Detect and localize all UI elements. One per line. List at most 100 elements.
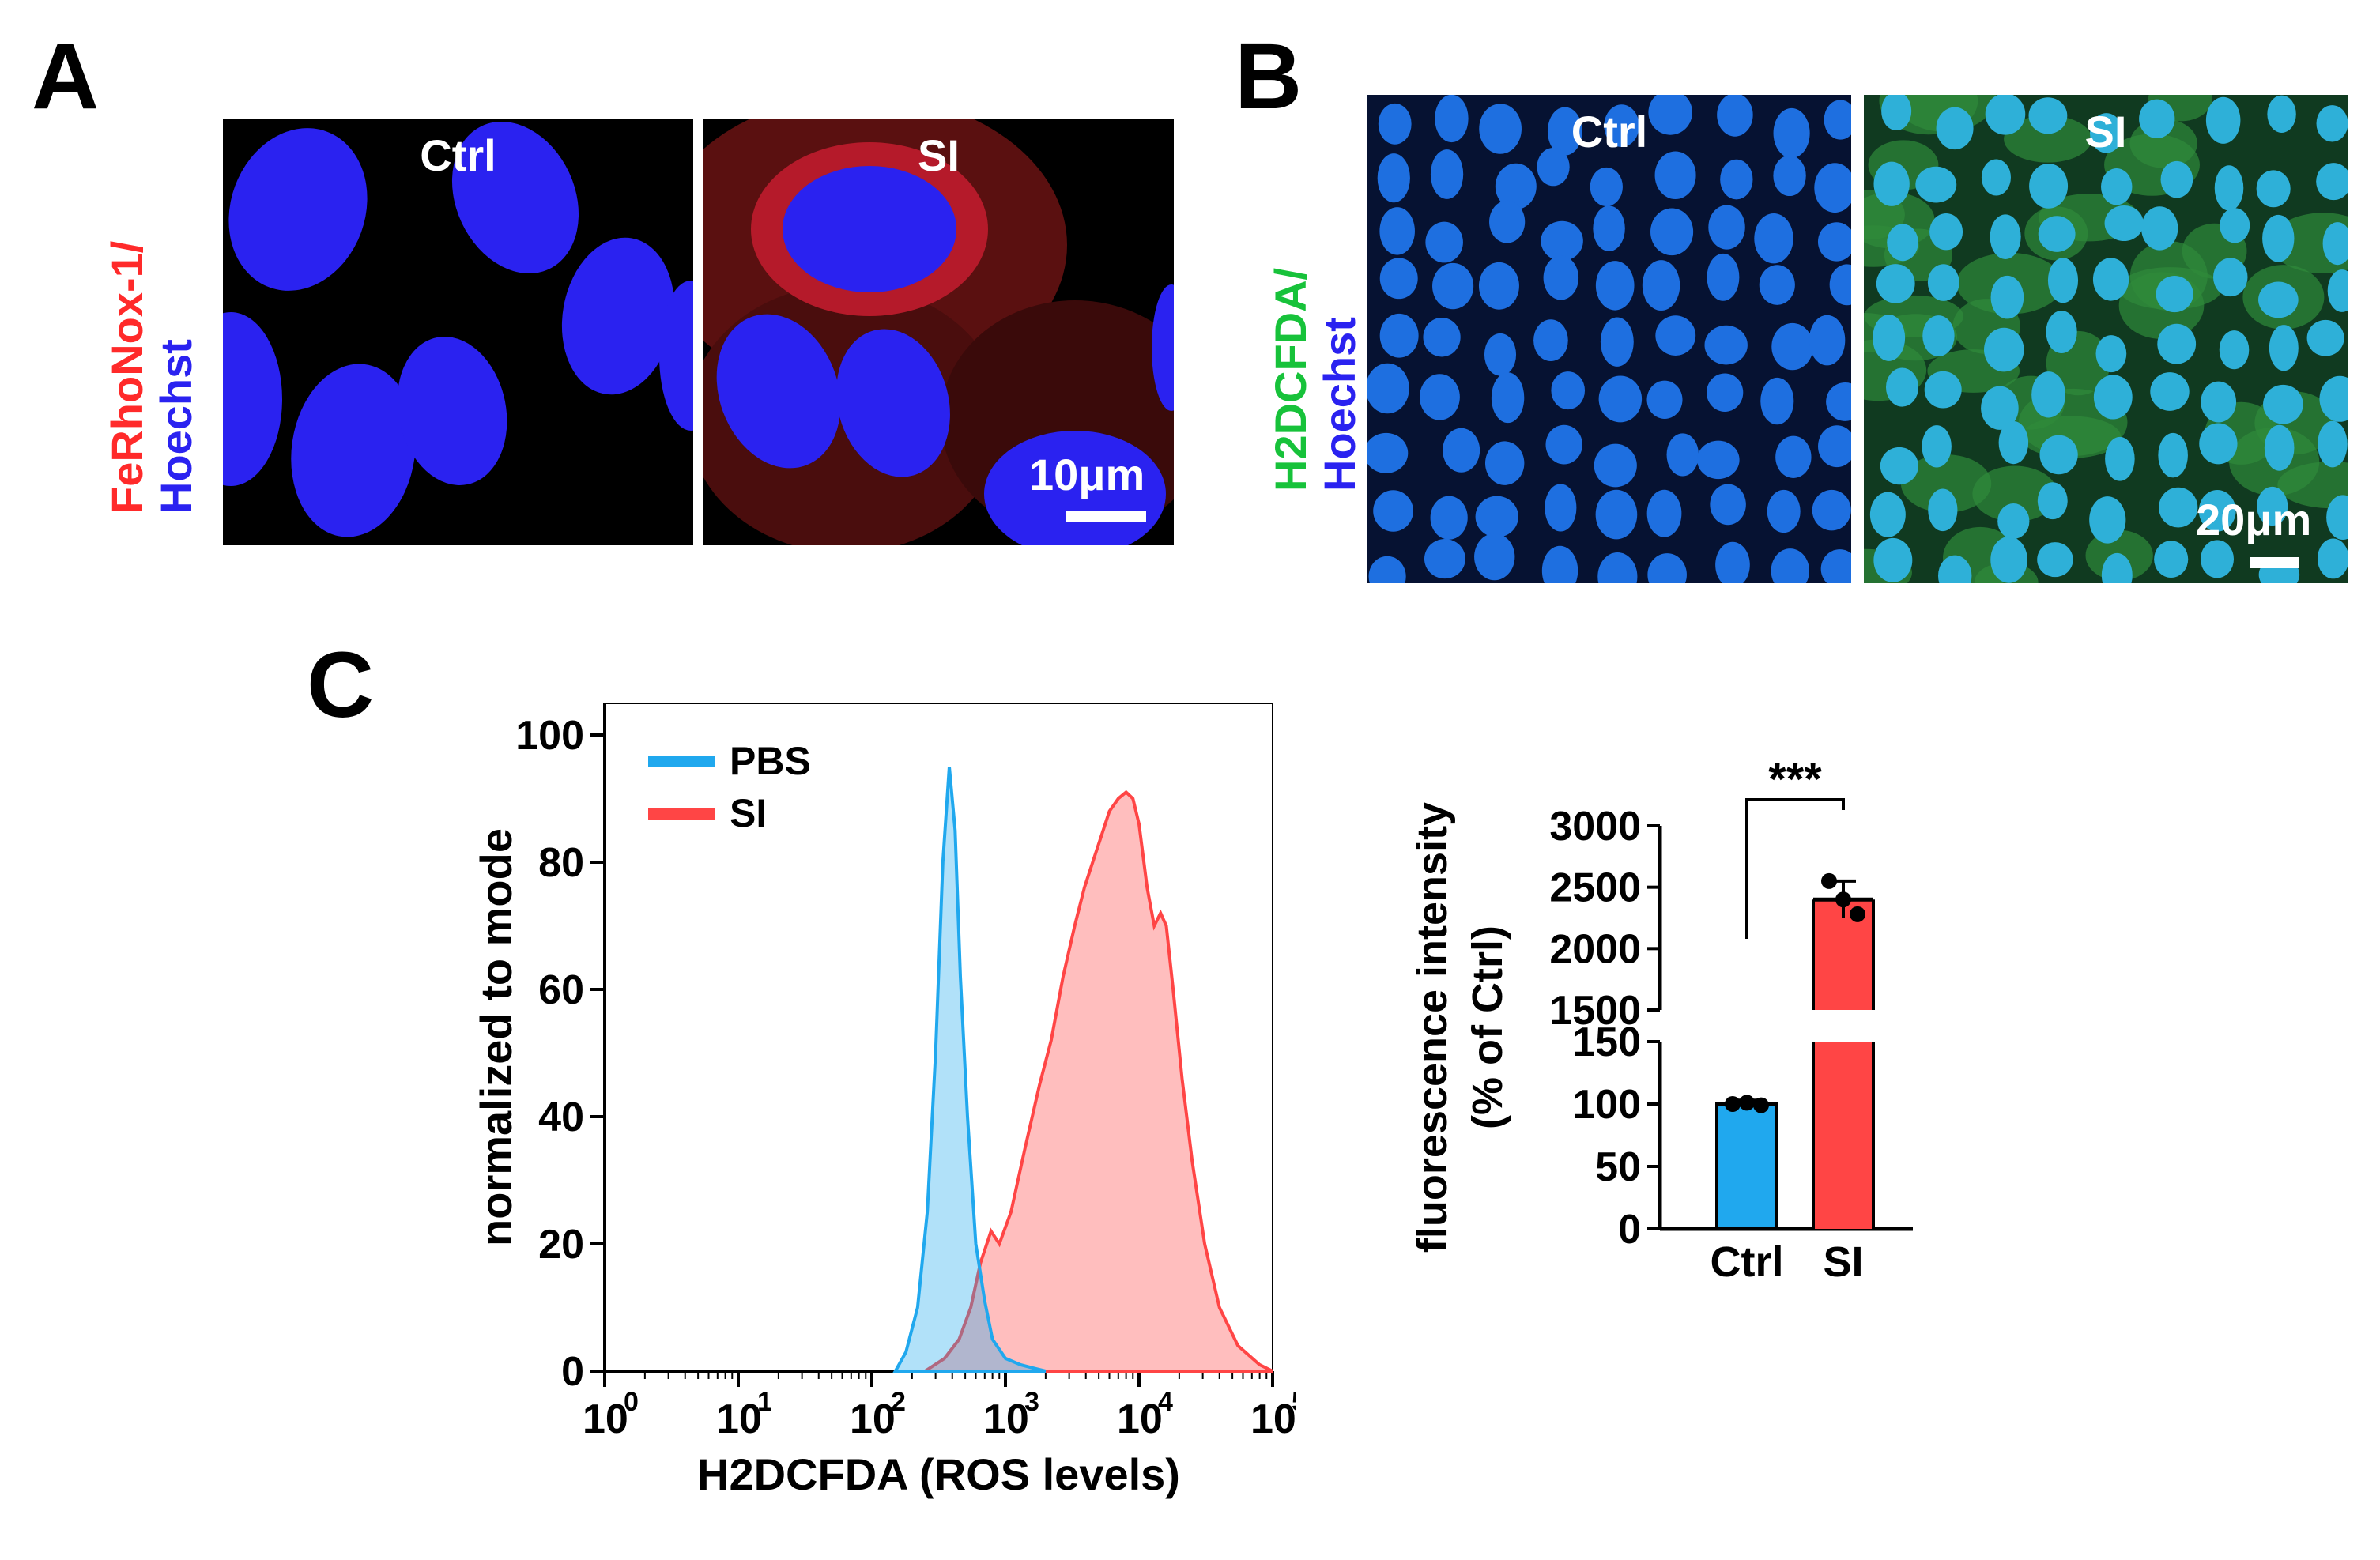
- x-tick-label: SI: [1823, 1238, 1863, 1286]
- nucleus: [1754, 213, 1793, 264]
- histogram-chart: 020406080100100101102103104105PBSSIH2DCF…: [471, 703, 1296, 1499]
- data-point: [1725, 1096, 1741, 1112]
- nucleus: [1595, 489, 1638, 540]
- nucleus: [2104, 205, 2144, 242]
- nucleus: [1432, 262, 1474, 310]
- nucleus: [2263, 384, 2303, 424]
- scale-bar-b: [2250, 557, 2299, 568]
- nucleus: [1826, 382, 1851, 421]
- nucleus: [1495, 163, 1537, 209]
- nucleus: [1642, 260, 1680, 311]
- x-tick-label: Ctrl: [1711, 1238, 1784, 1286]
- nucleus: [2095, 335, 2127, 373]
- nucleus: [1760, 377, 1794, 425]
- nucleus: [1771, 548, 1809, 583]
- cytoplasm: [1900, 454, 1992, 513]
- nucleus: [1775, 435, 1812, 478]
- nucleus: [2316, 105, 2348, 142]
- nucleus: [1373, 490, 1413, 532]
- nucleus: [1707, 253, 1740, 301]
- nucleus: [2100, 168, 2133, 205]
- panel-b-ylabel-top: H2DCFDA/: [1265, 267, 1315, 492]
- micrograph-b-ctrl-label: Ctrl: [1571, 107, 1648, 156]
- nucleus: [2205, 96, 2241, 144]
- micrograph-b-si-label: SI: [2084, 107, 2127, 156]
- nucleus: [2220, 208, 2250, 243]
- nucleus: [1430, 496, 1468, 540]
- nucleus: [1666, 433, 1699, 477]
- nucleus: [1927, 264, 1959, 301]
- nucleus: [2157, 323, 2197, 364]
- y-tick-label: 2500: [1549, 865, 1641, 911]
- legend-label: PBS: [730, 739, 811, 783]
- nucleus: [1880, 447, 1918, 485]
- nucleus: [2029, 163, 2069, 209]
- x-tick-exponent: 3: [1024, 1387, 1039, 1417]
- nucleus: [1379, 313, 1419, 358]
- nucleus: [2327, 269, 2348, 312]
- nucleus: [1981, 386, 2019, 430]
- nucleus: [1869, 492, 1906, 537]
- nucleus: [1984, 327, 2024, 372]
- scale-label-b: 20μm: [2196, 495, 2312, 544]
- nucleus: [1547, 107, 1582, 156]
- nucleus: [1881, 95, 1912, 131]
- nucleus: [2156, 276, 2193, 313]
- nucleus: [2037, 542, 2073, 578]
- nucleus: [1425, 221, 1463, 263]
- y-tick-label: 2000: [1549, 926, 1641, 972]
- x-tick-label: 10: [1117, 1396, 1163, 1442]
- nucleus: [2219, 330, 2250, 370]
- data-point: [1835, 891, 1851, 908]
- nucleus: [2139, 99, 2175, 139]
- nucleus: [1654, 151, 1696, 200]
- nucleus: [1647, 553, 1687, 583]
- nucleus: [2267, 95, 2296, 133]
- cytoplasm: [2277, 462, 2348, 509]
- nucleus: [1419, 374, 1460, 420]
- nucleus: [1873, 537, 1913, 582]
- y-tick-label: 0: [1618, 1207, 1641, 1253]
- nucleus: [1475, 496, 1518, 537]
- nucleus: [1887, 224, 1918, 262]
- nucleus: [1598, 375, 1643, 423]
- nucleus: [2092, 258, 2129, 301]
- nucleus: [1595, 261, 1635, 311]
- panel-a-ylabel: FeRhoNox-1/ Hoechst: [102, 241, 201, 514]
- nucleus: [1545, 424, 1582, 465]
- nucleus: [2269, 325, 2299, 371]
- nucleus: [1541, 220, 1583, 262]
- nucleus: [1377, 153, 1410, 203]
- nucleus: [2306, 319, 2344, 356]
- x-tick-exponent: 1: [757, 1387, 772, 1417]
- nucleus: [1484, 333, 1517, 376]
- y-axis-title: normalized to mode: [471, 828, 521, 1246]
- micrograph-a-si-label: SI: [918, 130, 960, 180]
- bar-ctrl: [1715, 1102, 1778, 1230]
- nucleus: [2028, 97, 2068, 134]
- nucleus: [1430, 149, 1464, 199]
- micrograph-a-si: SI 10μm: [703, 119, 1174, 545]
- y-tick-label: 1500: [1549, 988, 1641, 1034]
- nucleus: [1820, 549, 1851, 583]
- nucleus: [1715, 541, 1750, 583]
- y-tick-label: 40: [538, 1095, 584, 1140]
- nucleus: [2089, 496, 2126, 544]
- data-point: [1739, 1095, 1755, 1111]
- y-tick-label: 20: [538, 1222, 584, 1268]
- y-tick-label: 3000: [1549, 804, 1641, 850]
- nucleus: [2101, 552, 2133, 583]
- nucleus: [2201, 381, 2237, 423]
- nucleus: [1818, 425, 1851, 468]
- nucleus: [1771, 322, 1813, 371]
- panel-b-ylabel: H2DCFDA/ Hoechst: [1265, 267, 1364, 492]
- nucleus: [2212, 258, 2248, 297]
- nucleus: [2159, 487, 2198, 528]
- x-tick-label: 10: [983, 1396, 1029, 1442]
- nucleus: [1474, 533, 1515, 581]
- data-point: [1753, 1097, 1769, 1113]
- series-si-area: [919, 789, 1273, 1373]
- nucleus: [1367, 363, 1409, 414]
- nucleus: [1648, 95, 1692, 135]
